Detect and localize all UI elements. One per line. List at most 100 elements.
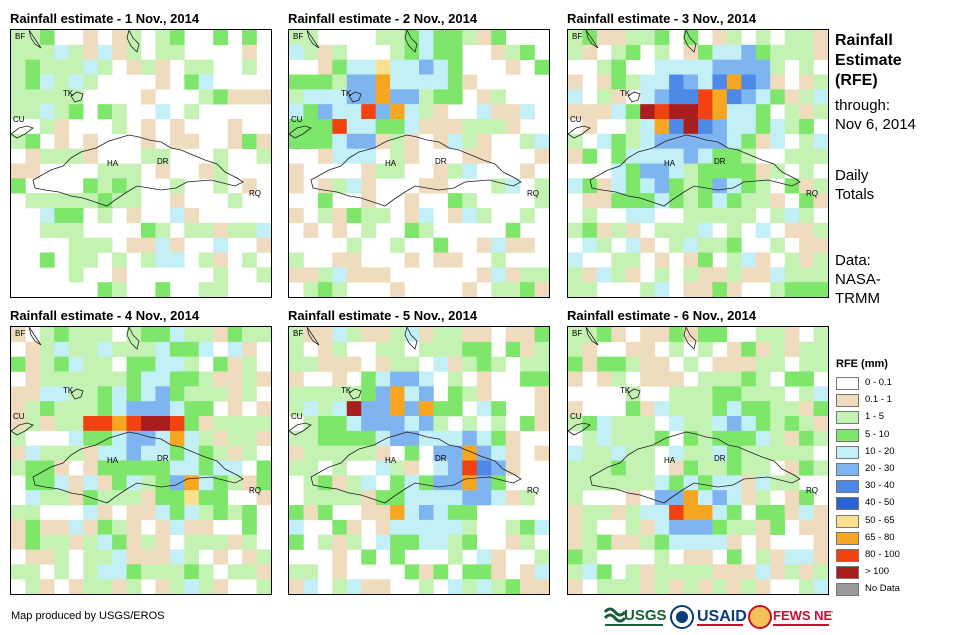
rainfall-cell xyxy=(289,119,304,135)
rainfall-cell xyxy=(640,564,655,580)
rainfall-cell xyxy=(169,44,185,60)
rainfall-cell xyxy=(625,475,641,491)
rainfall-cell xyxy=(582,237,598,253)
rainfall-cell xyxy=(112,445,127,461)
place-label-rq: RQ xyxy=(249,486,261,495)
rainfall-cell xyxy=(520,104,535,120)
rainfall-cell xyxy=(390,327,405,343)
rainfall-cell xyxy=(169,416,185,432)
rainfall-cell xyxy=(640,327,655,343)
rainfall-cell xyxy=(784,401,800,417)
place-label-tk: TK xyxy=(341,89,352,98)
rainfall-cell xyxy=(83,371,98,387)
rainfall-cell xyxy=(683,416,699,432)
rainfall-cell xyxy=(141,327,156,343)
rainfall-cell xyxy=(361,267,376,283)
rainfall-cell xyxy=(799,386,814,402)
rainfall-cell xyxy=(654,193,670,209)
rainfall-cell xyxy=(404,445,420,461)
rainfall-cell xyxy=(447,356,463,372)
rainfall-cell xyxy=(390,89,405,105)
rainfall-cell xyxy=(476,341,492,357)
rainfall-cell xyxy=(596,267,612,283)
fewsnet-logo: FEWS NET xyxy=(748,605,833,629)
usgs-logo: USGS xyxy=(603,607,667,626)
rainfall-cell xyxy=(712,475,728,491)
rainfall-cell xyxy=(198,505,214,521)
rainfall-cell xyxy=(25,564,41,580)
rainfall-cell xyxy=(582,505,598,521)
rainfall-cell xyxy=(346,490,362,506)
rainfall-cell xyxy=(640,430,655,446)
tk-outline xyxy=(627,388,641,400)
rainfall-cell xyxy=(741,386,757,402)
rainfall-cell xyxy=(712,490,728,506)
rainfall-cell xyxy=(683,534,699,550)
rainfall-cell xyxy=(375,327,391,343)
rainfall-cell xyxy=(213,237,228,253)
legend-label: 20 - 30 xyxy=(865,463,895,474)
rainfall-cell xyxy=(11,74,26,90)
rainfall-cell xyxy=(317,119,333,135)
through-label: through: xyxy=(835,97,891,114)
rainfall-cell xyxy=(97,401,113,417)
rainfall-cell xyxy=(596,416,612,432)
agency-logos: USGS USAID FEWS NET xyxy=(603,605,833,629)
rainfall-cell xyxy=(813,549,828,565)
rainfall-cell xyxy=(625,237,641,253)
rainfall-cell xyxy=(813,356,828,372)
rainfall-cell xyxy=(726,490,742,506)
rainfall-cell xyxy=(25,104,41,120)
rainfall-cell xyxy=(669,178,684,194)
rainfall-cell xyxy=(447,133,463,149)
rainfall-cell xyxy=(698,371,713,387)
rainfall-cell xyxy=(669,237,684,253)
rainfall-cell xyxy=(112,119,127,135)
rainfall-cell xyxy=(213,163,228,179)
rainfall-cell xyxy=(39,208,55,224)
rainfall-cell xyxy=(126,445,142,461)
totals-line: Daily xyxy=(835,167,869,184)
rainfall-cell xyxy=(476,237,492,253)
rainfall-cell xyxy=(83,59,98,75)
rainfall-cell xyxy=(669,148,684,164)
rainfall-cell xyxy=(332,282,348,297)
rainfall-cell xyxy=(25,341,41,357)
rainfall-cell xyxy=(698,549,713,565)
rainfall-cell xyxy=(741,371,757,387)
rainfall-cell xyxy=(582,430,598,446)
rainfall-cell xyxy=(611,267,627,283)
rainfall-cell xyxy=(39,401,55,417)
rainfall-cell xyxy=(433,119,449,135)
rainfall-cell xyxy=(375,30,391,46)
rainfall-cell xyxy=(303,356,319,372)
rainfall-cell xyxy=(799,59,814,75)
rainfall-cell xyxy=(433,356,449,372)
rainfall-cell xyxy=(375,534,391,550)
rainfall-cell xyxy=(155,104,171,120)
rainfall-cell xyxy=(83,564,98,580)
rainfall-cell xyxy=(505,282,521,297)
rainfall-cell xyxy=(375,371,391,387)
rainfall-cell xyxy=(39,148,55,164)
rainfall-cell xyxy=(256,579,271,594)
rainfall-cell xyxy=(433,44,449,60)
rainfall-cell xyxy=(112,371,127,387)
rainfall-cell xyxy=(669,59,684,75)
rainfall-cell xyxy=(242,133,257,149)
panel-title: Rainfall estimate - 1 Nov., 2014 xyxy=(10,11,200,26)
rainfall-cell xyxy=(112,104,127,120)
rainfall-cell xyxy=(813,534,828,550)
rainfall-cell xyxy=(11,445,26,461)
rainfall-cell xyxy=(155,401,171,417)
rainfall-cell xyxy=(332,490,348,506)
rainfall-cell xyxy=(462,30,478,46)
rainfall-cell xyxy=(404,44,420,60)
rainfall-cell xyxy=(126,549,142,565)
rainfall-cell xyxy=(213,282,228,297)
rainfall-cell xyxy=(520,282,535,297)
rainfall-cell xyxy=(534,341,549,357)
rainfall-cell xyxy=(476,386,492,402)
place-label-dr: DR xyxy=(157,157,169,166)
rainfall-cell xyxy=(582,222,598,238)
